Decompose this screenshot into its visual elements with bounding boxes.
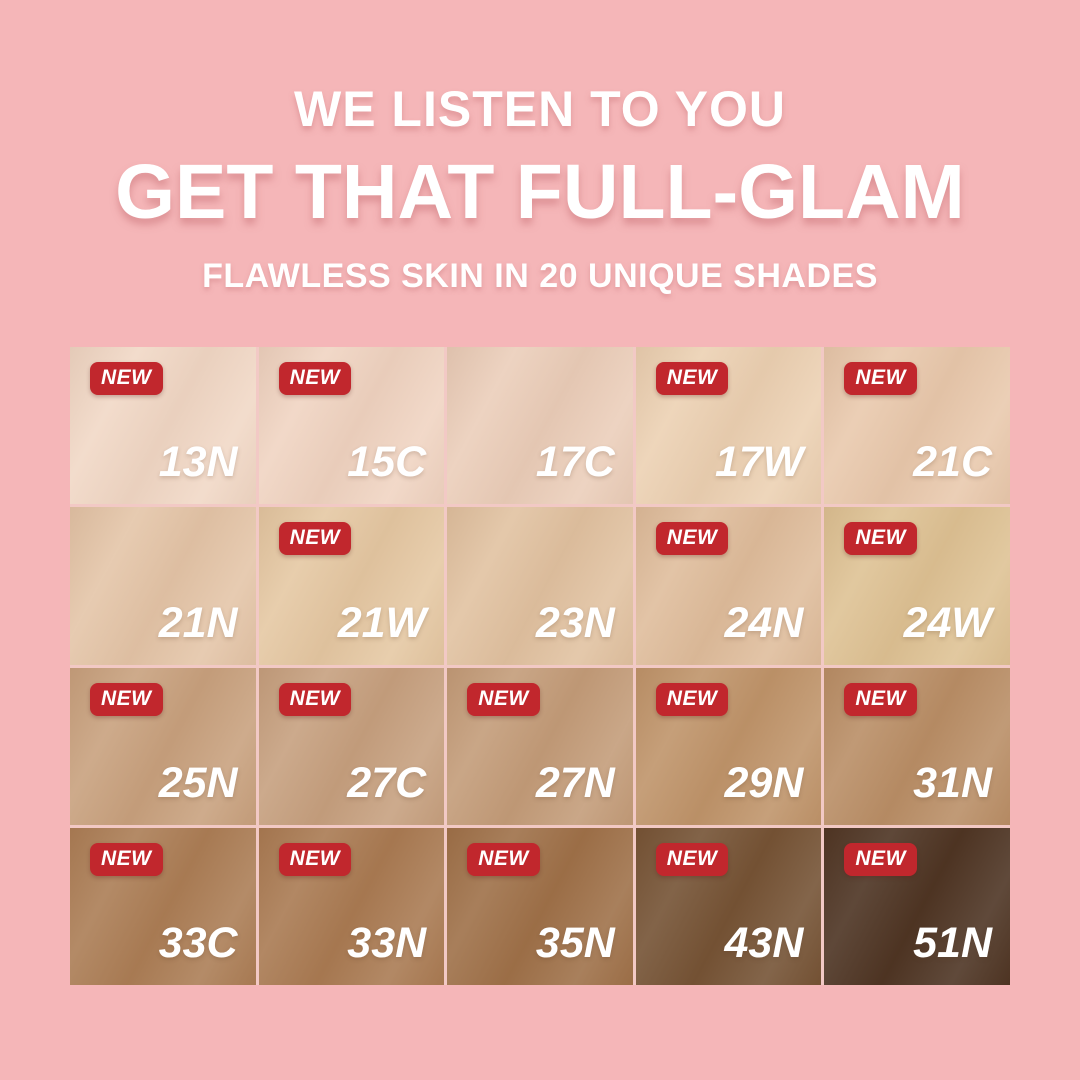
shade-code-label: 23N: [535, 598, 615, 647]
shade-swatch: 21N: [70, 507, 256, 665]
new-badge: NEW: [655, 522, 729, 556]
shade-code-label: 33N: [347, 919, 427, 967]
shade-code-label: 15C: [347, 438, 427, 487]
shade-swatch: NEW 27N: [447, 667, 633, 825]
shade-code-label: 25N: [158, 758, 238, 807]
new-badge: NEW: [844, 362, 917, 395]
shade-code-label: 51N: [913, 919, 992, 967]
new-badge: NEW: [278, 362, 352, 395]
shade-swatch: NEW 29N: [635, 667, 822, 825]
new-badge: NEW: [655, 362, 729, 395]
shade-swatch: NEW 33C: [70, 827, 256, 985]
header-subtitle: FLAWLESS SKIN IN 20 UNIQUE SHADES: [202, 257, 878, 295]
shade-code-label: 24W: [903, 598, 992, 647]
shade-code-label: 17C: [535, 438, 615, 487]
shade-swatch: NEW 24N: [635, 507, 822, 665]
shade-code-label: 13N: [158, 438, 238, 487]
new-badge: NEW: [278, 522, 352, 556]
shade-grid: NEW 13N NEW 15C 17C NEW 17W NEW 21C 21N …: [70, 347, 1010, 985]
shade-swatch: NEW 24W: [824, 507, 1010, 665]
new-badge: NEW: [278, 842, 352, 876]
shade-code-label: 17W: [714, 438, 804, 487]
shade-code-label: 27N: [535, 758, 615, 807]
new-badge: NEW: [844, 522, 917, 556]
shade-swatch: NEW 43N: [635, 827, 822, 985]
shade-swatch: NEW 25N: [70, 667, 256, 825]
new-badge: NEW: [655, 842, 729, 876]
new-badge: NEW: [90, 682, 163, 716]
new-badge: NEW: [90, 842, 163, 876]
shade-swatch: NEW 27C: [258, 667, 445, 825]
shade-code-label: 33C: [158, 919, 238, 967]
shade-swatch: NEW 51N: [824, 827, 1010, 985]
shade-swatch: 17C: [447, 347, 633, 505]
shade-code-label: 21N: [158, 598, 238, 647]
new-badge: NEW: [467, 682, 540, 716]
header-tagline: WE LISTEN TO YOU: [294, 81, 786, 137]
shade-code-label: 31N: [913, 758, 992, 807]
page-title: GET THAT FULL-GLAM: [115, 149, 965, 235]
shade-swatch: NEW 35N: [447, 827, 633, 985]
shade-code-label: 29N: [724, 758, 804, 807]
shade-code-label: 21C: [913, 438, 992, 487]
shade-swatch: 23N: [447, 507, 633, 665]
shade-code-label: 24N: [724, 598, 804, 647]
new-badge: NEW: [844, 842, 917, 876]
new-badge: NEW: [467, 842, 540, 876]
shade-code-label: 43N: [724, 919, 804, 967]
shade-swatch: NEW 21W: [258, 507, 445, 665]
new-badge: NEW: [90, 362, 163, 395]
shade-swatch: NEW 31N: [824, 667, 1010, 825]
shade-swatch: NEW 17W: [635, 347, 822, 505]
shade-code-label: 35N: [535, 919, 615, 967]
promo-header: WE LISTEN TO YOU GET THAT FULL-GLAM FLAW…: [0, 0, 1080, 293]
shade-swatch: NEW 33N: [258, 827, 445, 985]
shade-swatch: NEW 21C: [824, 347, 1010, 505]
shade-code-label: 21W: [337, 598, 427, 647]
shade-swatch: NEW 15C: [258, 347, 445, 505]
shade-code-label: 27C: [347, 758, 427, 807]
new-badge: NEW: [655, 682, 729, 716]
new-badge: NEW: [278, 682, 352, 716]
shade-swatch: NEW 13N: [70, 347, 256, 505]
new-badge: NEW: [844, 682, 917, 716]
